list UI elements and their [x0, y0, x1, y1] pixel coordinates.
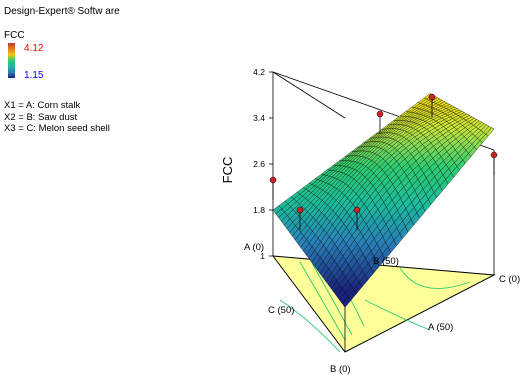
vertex-label-a-mid: A (50) — [428, 322, 453, 333]
axis-frame-line — [272, 71, 346, 119]
z-tick-label: 3.4 — [253, 113, 265, 123]
software-title: Design-Expert® Softw are — [4, 6, 120, 17]
vertex-label-b-mid: B (50) — [373, 256, 399, 267]
vertex-label-c-low: C (0) — [499, 274, 520, 285]
contour-line — [364, 299, 431, 331]
legend-low-value: 1.15 — [24, 70, 44, 81]
design-point — [296, 206, 304, 214]
z-tick-label: 4.2 — [253, 67, 265, 77]
design-point — [428, 93, 436, 101]
design-point — [490, 151, 498, 159]
legend-high-value: 4.12 — [24, 43, 44, 54]
legend-colorbar — [8, 43, 15, 78]
legend-variable: FCC — [4, 30, 25, 41]
contour-line — [311, 262, 353, 336]
vertex-label-c-mid: C (50) — [268, 305, 294, 316]
z-axis-label: FCC — [220, 157, 235, 184]
design-point — [269, 176, 277, 184]
contour-line — [279, 299, 341, 353]
vertex-label-a-low: A (0) — [244, 242, 264, 253]
contour-line — [299, 261, 346, 341]
design-point — [353, 206, 361, 214]
factor-x3: X3 = C: Melon seed shell — [4, 123, 110, 134]
factor-list: X1 = A: Corn stalk X2 = B: Saw dust X3 =… — [4, 100, 110, 135]
surface-cell — [485, 127, 495, 137]
z-tick-label: 1.8 — [253, 205, 265, 215]
base-triangle — [271, 255, 496, 353]
factor-x2: X2 = B: Saw dust — [4, 111, 78, 123]
factor-x1: X1 = A: Corn stalk — [4, 100, 81, 111]
contour-line — [399, 267, 471, 289]
vertex-label-b-low: B (0) — [330, 364, 351, 375]
z-tick-label: 1 — [260, 251, 265, 261]
z-tick-label: 2.6 — [253, 159, 265, 169]
design-point — [376, 110, 384, 118]
